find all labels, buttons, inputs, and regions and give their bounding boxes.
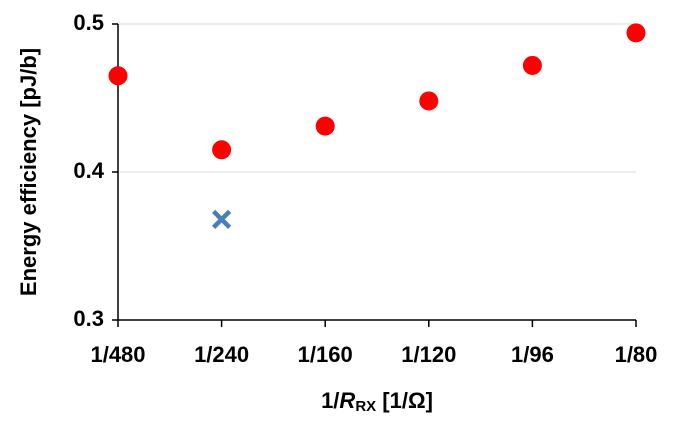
x-tick-label: 1/80 xyxy=(615,342,658,367)
data-point xyxy=(212,140,232,160)
data-point xyxy=(419,91,439,111)
y-tick-label: 0.3 xyxy=(73,306,104,331)
x-axis-title-part: [1/Ω] xyxy=(376,388,433,413)
x-tick-label: 1/160 xyxy=(298,342,353,367)
y-tick-label: 0.4 xyxy=(73,158,104,183)
y-axis-title: Energy efficiency [pJ/b] xyxy=(16,48,41,296)
x-axis-title-part: 1/ xyxy=(321,388,339,413)
data-point xyxy=(315,116,335,136)
data-point xyxy=(522,55,542,75)
x-tick-label: 1/120 xyxy=(401,342,456,367)
data-point xyxy=(626,23,646,43)
y-tick-label: 0.5 xyxy=(73,10,104,35)
x-tick-label: 1/240 xyxy=(194,342,249,367)
data-point xyxy=(212,209,232,229)
x-axis-title: 1/RRX [1/Ω] xyxy=(321,388,433,415)
x-tick-label: 1/96 xyxy=(511,342,554,367)
x-tick-label: 1/480 xyxy=(90,342,145,367)
x-axis-title-part: R xyxy=(339,388,355,413)
x-axis-title-part: RX xyxy=(355,398,376,415)
data-point xyxy=(108,66,128,86)
